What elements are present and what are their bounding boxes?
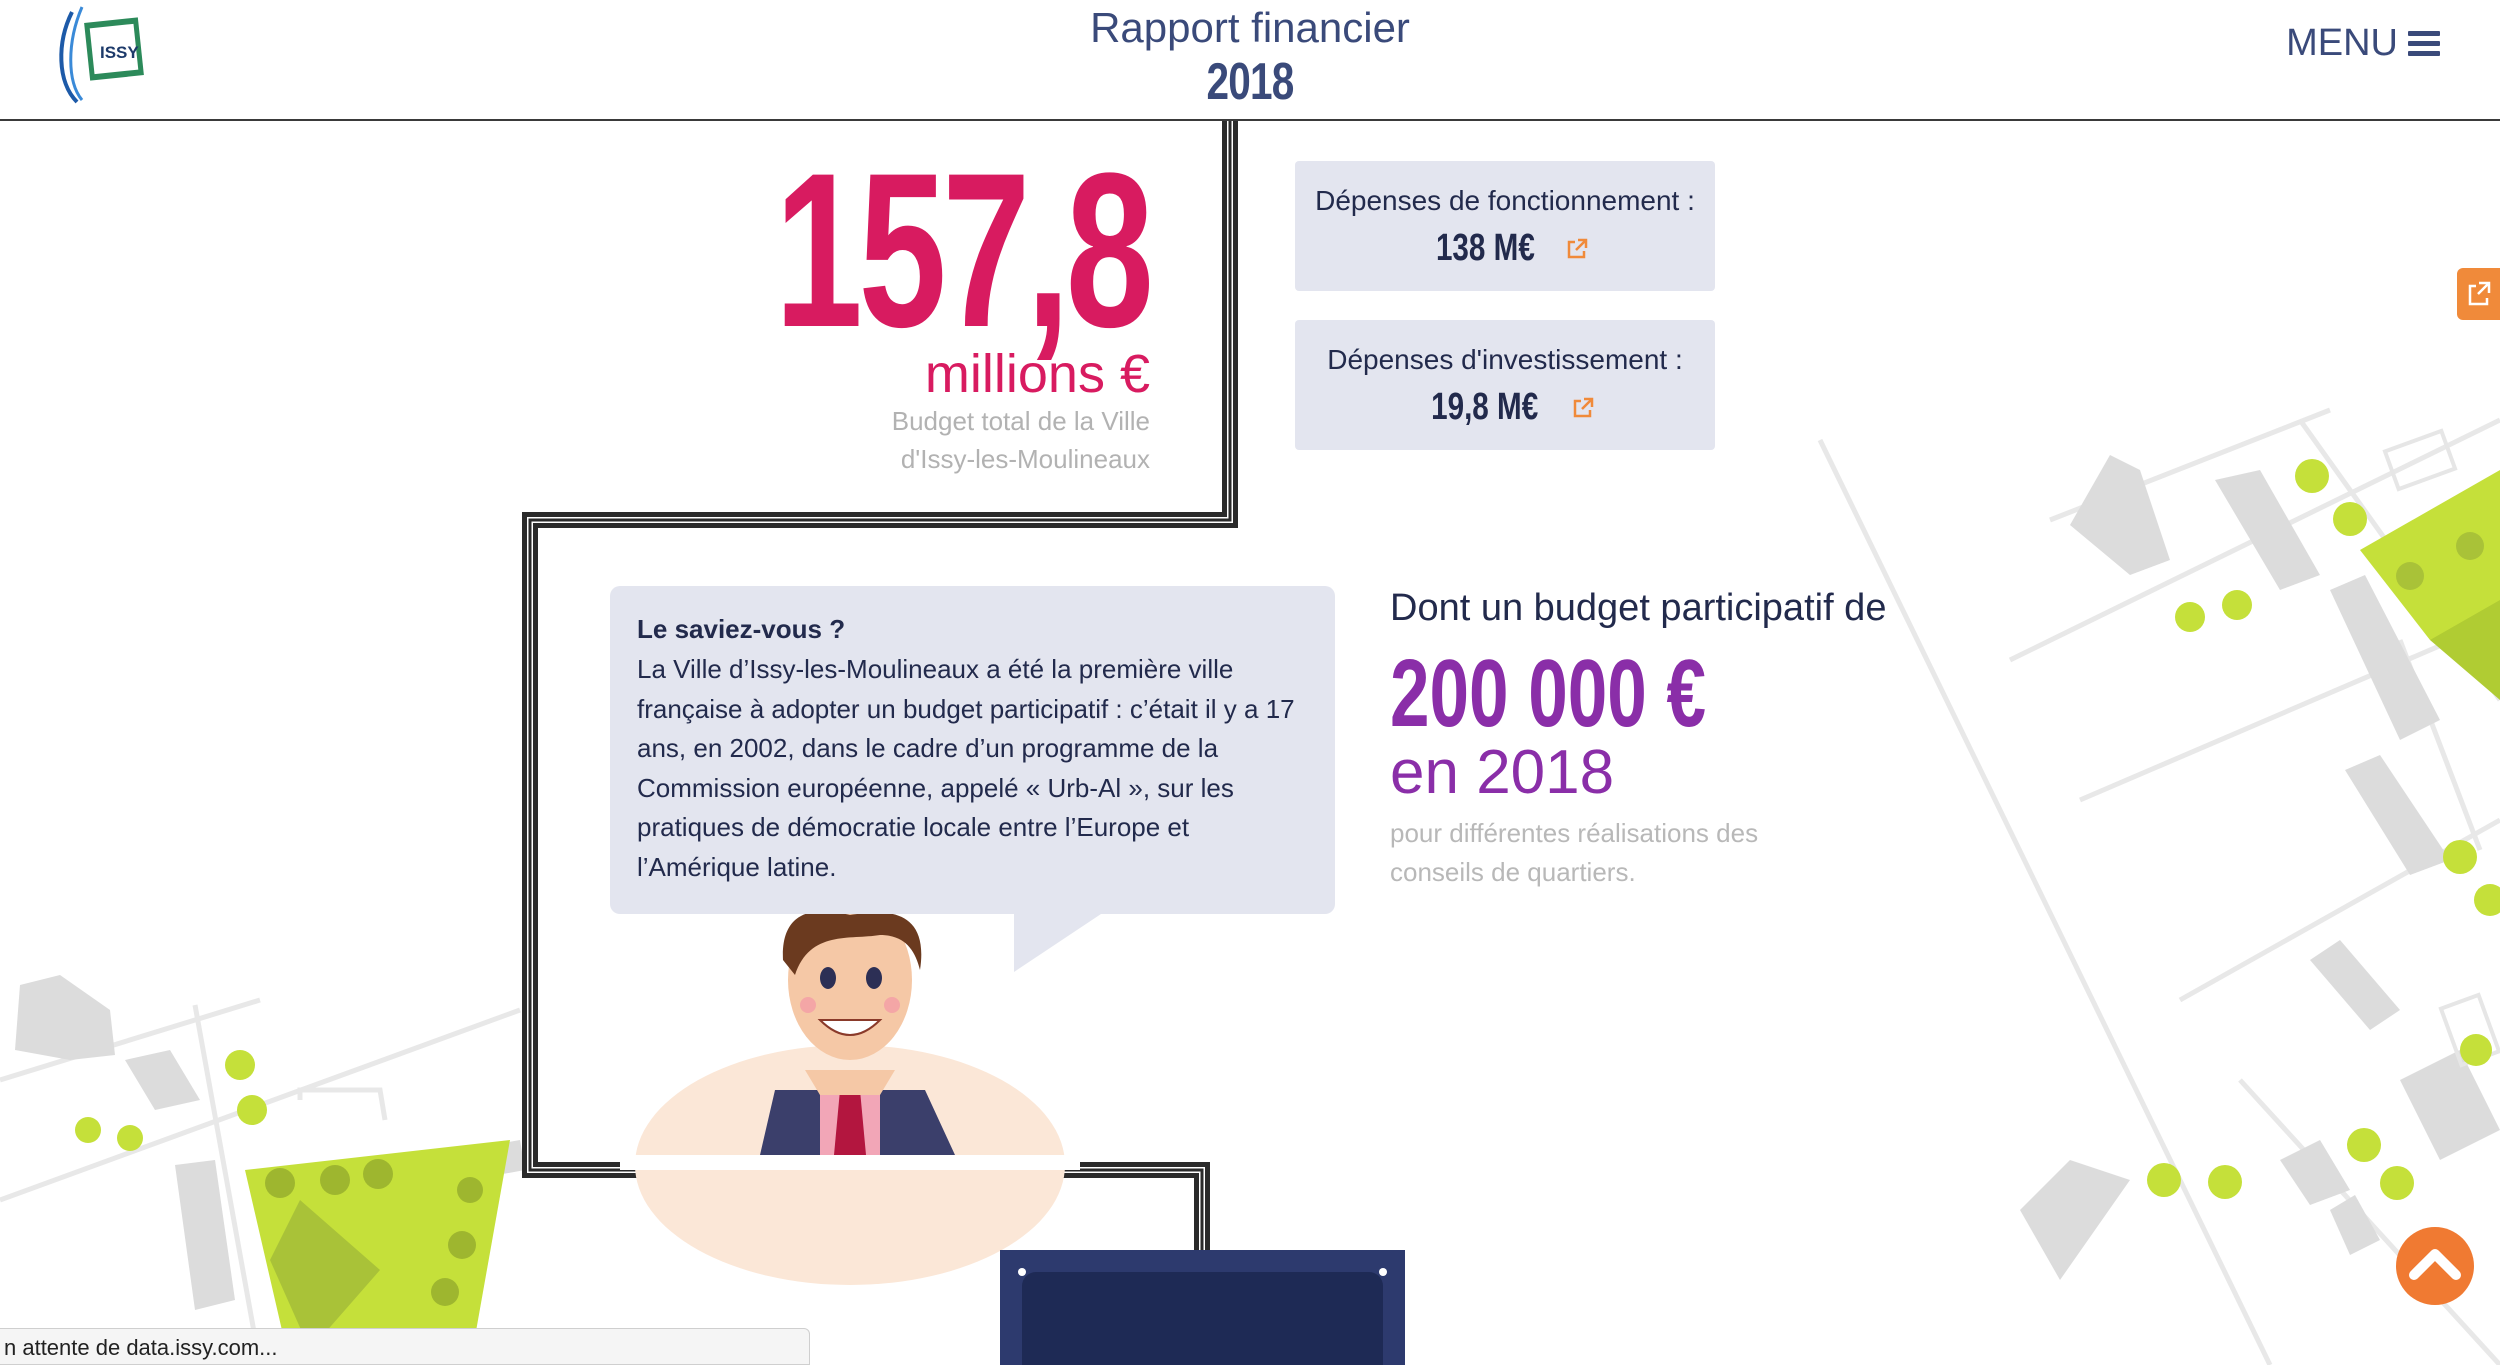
external-link-icon[interactable] — [1566, 238, 1588, 260]
did-you-know-title: Le saviez-vous ? — [637, 614, 846, 644]
external-link-icon — [2468, 281, 2491, 306]
side-share-tab[interactable] — [2457, 268, 2500, 320]
street-sign-illustration — [1000, 1250, 1405, 1365]
svg-text:ISSY: ISSY — [100, 43, 139, 62]
participatory-budget-year: en 2018 — [1390, 738, 1615, 807]
page-title: Rapport financier 2018 — [950, 0, 1550, 110]
operating-expenses-label: Dépenses de fonctionnement : — [1315, 185, 1695, 216]
hamburger-icon — [2408, 30, 2440, 57]
participatory-budget-amount: 200 000 € — [1390, 640, 1707, 747]
investment-expenses-card[interactable]: Dépenses d'investissement : 19,8 M€ — [1295, 320, 1715, 450]
operating-expenses-value: 138 M€ — [1435, 227, 1535, 269]
page-title-line1: Rapport financier — [1090, 4, 1410, 51]
participatory-budget-note: pour différentes réalisations des consei… — [1390, 818, 1759, 887]
browser-status-bar: n attente de data.issy.com... — [0, 1328, 810, 1365]
total-budget-block: 157,8 millions € Budget total de la Vill… — [629, 127, 1154, 478]
total-budget-caption-line1: Budget total de la Ville — [891, 406, 1150, 436]
top-header: ISSY Rapport financier 2018 MENU — [0, 0, 2500, 121]
total-budget-unit: millions € — [924, 344, 1150, 404]
menu-label: MENU — [2286, 22, 2398, 64]
investment-expenses-value: 19,8 M€ — [1431, 386, 1539, 428]
character-illustration — [620, 900, 1080, 1285]
did-you-know-text: La Ville d’Issy-les-Moulineaux a été la … — [637, 654, 1295, 882]
bubble-tail — [1014, 912, 1104, 972]
external-link-icon[interactable] — [1572, 397, 1594, 419]
operating-expenses-value-row: 138 M€ — [1422, 227, 1589, 270]
back-to-top-button[interactable] — [2396, 1227, 2474, 1305]
investment-expenses-label: Dépenses d'investissement : — [1327, 344, 1683, 375]
page-title-year: 2018 — [1206, 53, 1294, 111]
investment-expenses-value-row: 19,8 M€ — [1416, 386, 1593, 429]
did-you-know-bubble: Le saviez-vous ? La Ville d’Issy-les-Mou… — [610, 586, 1335, 972]
issy-logo[interactable]: ISSY — [52, 2, 147, 106]
operating-expenses-card[interactable]: Dépenses de fonctionnement : 138 M€ — [1295, 161, 1715, 291]
total-budget-amount: 157,8 — [775, 127, 1154, 373]
total-budget-caption-line2: d'Issy-les-Moulineaux — [900, 444, 1150, 474]
participatory-budget-block: Dont un budget participatif de 200 000 €… — [1390, 584, 1910, 892]
chevron-up-icon — [2409, 1249, 2461, 1280]
menu-button[interactable]: MENU — [2286, 22, 2440, 65]
total-budget-caption: Budget total de la Ville d'Issy-les-Moul… — [850, 402, 1150, 478]
participatory-budget-heading: Dont un budget participatif de — [1390, 587, 1887, 629]
